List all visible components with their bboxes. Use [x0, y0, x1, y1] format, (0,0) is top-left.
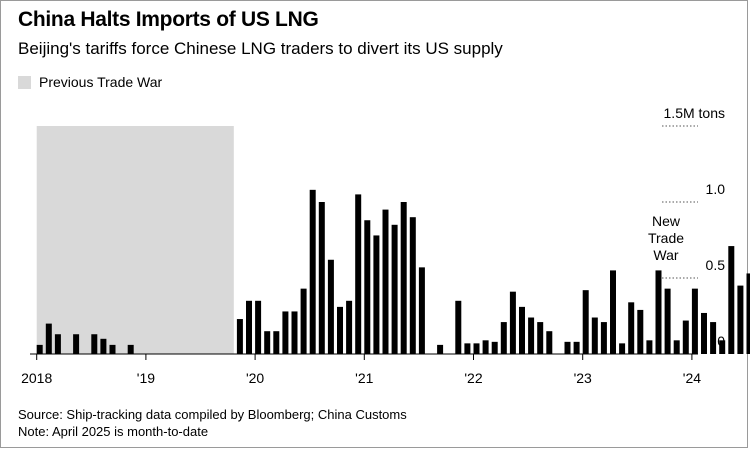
bar — [682, 320, 689, 354]
bar — [282, 311, 289, 354]
bar — [591, 317, 598, 354]
legend: Previous Trade War — [18, 74, 162, 90]
bar — [491, 341, 498, 354]
chart-subtitle: Beijing's tariffs force Chinese LNG trad… — [18, 39, 503, 58]
chart-title: China Halts Imports of US LNG — [18, 8, 319, 31]
bar — [127, 344, 134, 354]
bar — [246, 300, 252, 354]
bar — [737, 285, 744, 354]
bar — [409, 217, 416, 354]
bar — [327, 259, 334, 354]
bar — [346, 300, 353, 354]
bar — [519, 306, 525, 354]
bar — [291, 311, 298, 354]
x-tick-label: 2018 — [21, 370, 52, 386]
bar — [509, 291, 516, 354]
bar — [728, 246, 735, 354]
bar — [564, 341, 571, 354]
bar — [600, 322, 607, 354]
annotation-new-trade-war: New — [652, 213, 681, 229]
annotation-new-trade-war: Trade — [648, 230, 684, 246]
bar — [455, 300, 462, 354]
x-tick-label: '24 — [683, 370, 701, 386]
bar — [437, 344, 444, 354]
month-to-date-note: Note: April 2025 is month-to-date — [18, 424, 209, 439]
bar — [473, 343, 480, 354]
y-tick-label: 0.5 — [706, 257, 726, 273]
x-tick-label: '22 — [464, 370, 482, 386]
legend-label-previous-trade-war: Previous Trade War — [39, 74, 163, 90]
bar — [619, 343, 626, 354]
x-tick-label: '23 — [574, 370, 592, 386]
bar — [337, 306, 343, 354]
bar — [673, 340, 680, 354]
bar — [255, 300, 262, 354]
bar — [236, 319, 243, 354]
bar — [300, 288, 307, 354]
bar — [500, 322, 507, 354]
bar — [45, 323, 52, 354]
bar — [710, 322, 717, 354]
x-tick-label: '21 — [355, 370, 373, 386]
bar — [719, 340, 726, 354]
bar — [701, 312, 707, 354]
bar — [309, 189, 316, 354]
bar — [664, 288, 671, 354]
bar — [655, 270, 662, 354]
bar — [273, 331, 280, 354]
bar — [73, 334, 80, 354]
bar — [418, 267, 425, 354]
bar — [364, 220, 371, 354]
bar — [464, 343, 471, 354]
bar — [746, 273, 750, 354]
bar — [91, 334, 98, 354]
x-tick-label: '19 — [137, 370, 155, 386]
bar — [318, 202, 325, 354]
bar — [54, 334, 61, 354]
bar — [264, 331, 271, 354]
y-tick-label: 1.0 — [706, 181, 726, 197]
bar — [400, 202, 407, 354]
bar — [100, 338, 107, 354]
bar — [582, 290, 589, 354]
bar — [691, 288, 698, 354]
bar — [646, 340, 653, 354]
bar — [637, 309, 644, 354]
bar — [628, 302, 635, 354]
bar — [528, 317, 535, 354]
y-tick-label: 1.5M tons — [664, 105, 725, 121]
annotation-new-trade-war: War — [653, 247, 678, 263]
source-note: Source: Ship-tracking data compiled by B… — [18, 407, 407, 422]
bar — [546, 331, 553, 354]
bar — [482, 340, 489, 354]
bar — [36, 344, 43, 354]
bar — [382, 209, 389, 354]
x-tick-label: '20 — [246, 370, 264, 386]
y-tick-label: 0 — [717, 333, 725, 349]
bar — [537, 322, 544, 354]
bar — [610, 270, 616, 354]
bar — [109, 344, 116, 354]
bar — [373, 235, 380, 354]
legend-swatch-previous-trade-war — [18, 75, 31, 89]
bar — [355, 194, 362, 354]
bar — [573, 341, 580, 354]
shaded-region-previous-trade-war — [36, 126, 234, 354]
bar — [391, 224, 398, 354]
